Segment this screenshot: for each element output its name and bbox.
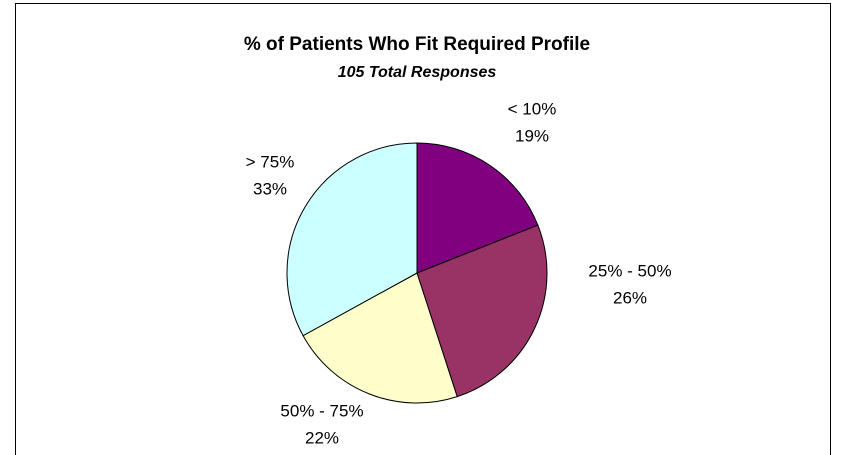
slice-label: > 75% bbox=[246, 152, 295, 171]
slice-value-label: 22% bbox=[305, 428, 339, 447]
slice-value-label: 26% bbox=[613, 288, 647, 307]
slice-value-label: 19% bbox=[515, 126, 549, 145]
pie-slice bbox=[416, 224, 548, 398]
slice-label: < 10% bbox=[508, 99, 557, 118]
pie-slice bbox=[302, 272, 458, 404]
pie-slice bbox=[416, 142, 539, 274]
chart-title: % of Patients Who Fit Required Profile bbox=[244, 34, 590, 55]
slice-label: 50% - 75% bbox=[280, 401, 363, 420]
slice-value-label: 33% bbox=[253, 179, 287, 198]
pie-slice bbox=[286, 142, 418, 337]
chart-subtitle: 105 Total Responses bbox=[338, 64, 497, 81]
slice-label: 25% - 50% bbox=[588, 261, 671, 280]
